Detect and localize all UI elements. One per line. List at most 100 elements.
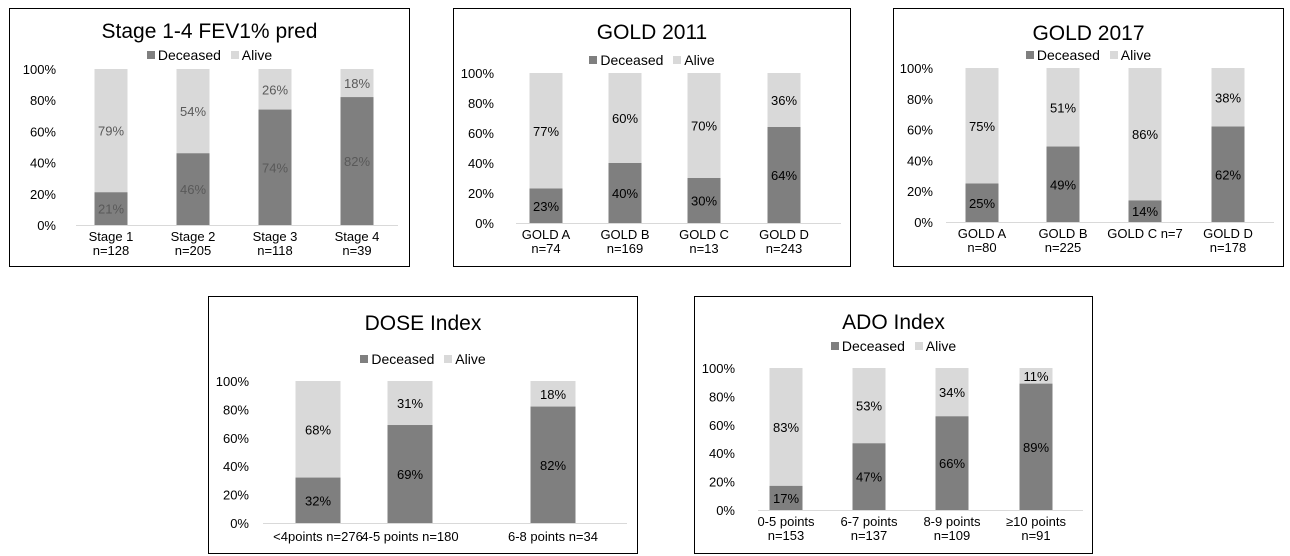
legend-swatch-deceased	[146, 51, 155, 59]
bar-deceased	[258, 109, 292, 225]
data-label-deceased: 30%	[691, 194, 717, 209]
x-tick-label: 8-9 points n=109	[923, 514, 981, 543]
y-tick-label: 0%	[37, 218, 56, 233]
data-label-alive: 79%	[98, 124, 124, 139]
bar-alive	[965, 68, 999, 184]
bar-alive	[1046, 68, 1080, 147]
bar-alive	[1128, 68, 1162, 201]
data-label-deceased: 32%	[305, 493, 331, 508]
bar-deceased	[176, 153, 210, 225]
chart-legend: Deceased Alive	[10, 46, 409, 63]
y-tick-label: 20%	[907, 184, 933, 199]
y-tick-label: 80%	[468, 96, 494, 111]
x-tick-label: 6-8 points n=34	[508, 529, 598, 544]
x-tick-label: Stage 4 n=39	[335, 229, 380, 258]
data-label-deceased: 66%	[939, 456, 965, 471]
data-label-deceased: 46%	[180, 182, 206, 197]
data-label-alive: 36%	[771, 93, 797, 108]
data-label-deceased: 23%	[533, 199, 559, 214]
data-label-alive: 75%	[969, 119, 995, 134]
chart-plot: 0% 20% 40% 60% 80% 100% 17% 83% 0-5 points n=153 4…	[702, 361, 1083, 543]
y-tick-label: 60%	[468, 126, 494, 141]
y-tick-label: 60%	[223, 431, 249, 446]
x-tick-label: <4points n=276	[273, 529, 363, 544]
data-label-alive: 34%	[939, 385, 965, 400]
legend-swatch-alive	[1109, 51, 1118, 59]
y-tick-label: 60%	[30, 124, 56, 139]
bar-deceased	[935, 416, 969, 510]
legend-swatch-deceased	[589, 56, 598, 64]
chart-panel-gold-2011: GOLD 2011 Deceased Alive 0% 20% 40% 60% 80% 1…	[453, 8, 851, 267]
legend-swatch-deceased	[360, 355, 369, 363]
data-label-alive: 60%	[612, 111, 638, 126]
chart-title: GOLD 2011	[596, 21, 708, 44]
bar-alive	[608, 73, 642, 163]
bar-alive	[767, 73, 801, 127]
data-label-deceased: 62%	[1215, 167, 1241, 182]
bar-alive	[176, 69, 210, 154]
bar-deceased	[94, 192, 128, 225]
x-tick-label: GOLD C n=7	[1107, 226, 1183, 241]
y-tick-label: 100%	[461, 66, 495, 81]
data-label-alive: 11%	[1023, 369, 1048, 384]
chart-legend: Deceased Alive	[454, 51, 850, 68]
x-tick-label: 0-5 points n=153	[757, 514, 815, 543]
bar-alive	[935, 368, 969, 417]
y-tick-label: 100%	[216, 374, 250, 389]
bar-alive	[387, 381, 433, 426]
y-tick-label: 0%	[914, 215, 933, 230]
x-tick-label: Stage 3 n=118	[253, 229, 298, 258]
bar-alive	[687, 73, 721, 178]
chart-panel-stage-fev1: Stage 1-4 FEV1% pred Deceased Alive 0% 20…	[9, 8, 410, 267]
bar-deceased	[965, 183, 999, 222]
bar-alive	[258, 69, 292, 110]
bar-deceased	[769, 485, 803, 510]
data-label-alive: 38%	[1215, 90, 1241, 105]
chart-title: Stage 1-4 FEV1% pred	[101, 20, 318, 43]
bar-alive	[340, 69, 374, 98]
y-tick-label: 40%	[709, 446, 735, 461]
bar-deceased	[1046, 146, 1080, 222]
data-label-deceased: 74%	[262, 160, 288, 175]
y-tick-label: 0%	[230, 516, 249, 531]
y-tick-label: 100%	[900, 61, 934, 76]
data-label-deceased: 17%	[773, 491, 799, 506]
y-tick-label: 40%	[468, 156, 494, 171]
chart-legend: Deceased Alive	[695, 337, 1092, 354]
legend-label-alive: Alive	[684, 52, 715, 68]
data-label-alive: 54%	[180, 104, 206, 119]
legend-label-alive: Alive	[241, 47, 273, 63]
y-tick-label: 0%	[716, 503, 735, 518]
legend-swatch-alive	[230, 51, 239, 59]
chart-legend: Deceased Alive	[209, 350, 637, 367]
data-label-deceased: 14%	[1132, 204, 1158, 219]
bar-deceased	[387, 425, 433, 523]
legend-swatch-alive	[444, 355, 453, 363]
data-label-alive: 31%	[397, 396, 423, 411]
data-label-deceased: 25%	[969, 196, 995, 211]
chart-plot: 0% 20% 40% 60% 80% 100% 32% 68% <4points n=276 69…	[216, 374, 627, 544]
legend-swatch-deceased	[830, 342, 839, 350]
data-label-alive: 86%	[1132, 127, 1158, 142]
bar-alive	[1211, 68, 1245, 127]
data-label-deceased: 40%	[612, 186, 638, 201]
data-label-deceased: 21%	[98, 202, 124, 217]
chart-title: DOSE Index	[364, 312, 482, 335]
legend-label-deceased: Deceased	[157, 47, 221, 63]
bar-deceased	[687, 178, 721, 223]
y-tick-label: 60%	[709, 418, 735, 433]
chart-panel-dose-index: DOSE Index Deceased Alive 0% 20% 40% 60% 80%…	[208, 296, 638, 554]
y-tick-label: 80%	[223, 402, 249, 417]
y-tick-label: 100%	[702, 361, 736, 376]
data-label-deceased: 64%	[771, 168, 797, 183]
data-label-deceased: 89%	[1023, 440, 1049, 455]
legend-swatch-alive	[673, 56, 682, 64]
chart-legend: Deceased Alive	[894, 46, 1283, 63]
y-tick-label: 40%	[30, 156, 56, 171]
chart-plot: 0% 20% 40% 60% 80% 100% 21% 79% Stage 1 n=128 46% 5…	[23, 62, 398, 258]
y-tick-label: 80%	[907, 92, 933, 107]
